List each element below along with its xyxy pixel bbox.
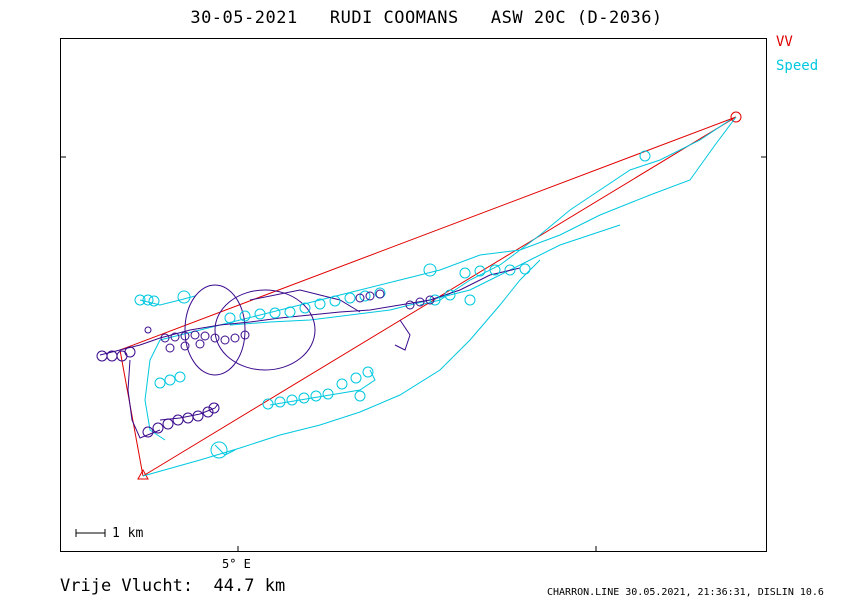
legend-speed: Speed [776, 58, 819, 74]
map-frame [60, 38, 767, 552]
task-leg [119, 116, 737, 351]
chart-title: 30-05-2021 RUDI COOMANS ASW 20C (D-2036) [190, 8, 663, 28]
free-flight-distance: Vrije Vlucht: 44.7 km [60, 576, 285, 596]
start-marker [137, 468, 149, 480]
thermal-circles-fast [134, 150, 651, 459]
track-fast [139, 116, 737, 477]
turnpoint-marker [730, 111, 742, 123]
scale-bar [75, 529, 106, 537]
thermal-circles-slow [96, 289, 435, 438]
free-flight-value: 44.7 km [213, 576, 286, 596]
axis-ticks [60, 156, 767, 552]
scale-label: 1 km [112, 526, 144, 541]
legend-vv: VV [776, 34, 793, 50]
task-triangle [119, 111, 742, 480]
credit-line: CHARRON.LINE 30.05.2021, 21:36:31, DISLI… [547, 587, 824, 598]
free-flight-label: Vrije Vlucht: [60, 576, 194, 596]
longitude-label: 5° E [222, 557, 251, 571]
